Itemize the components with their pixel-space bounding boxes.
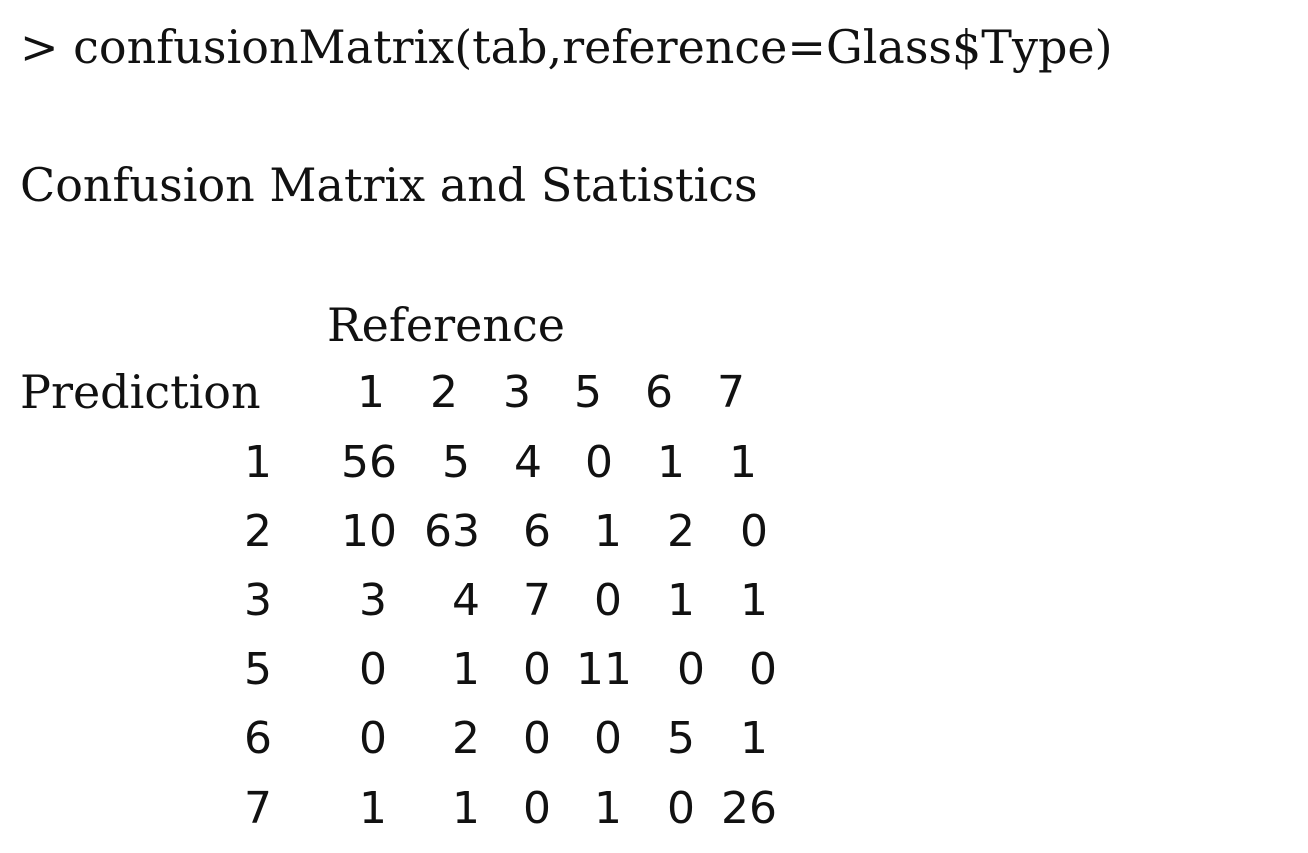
matrix-cell: 3 bbox=[359, 575, 387, 626]
row-header: 1 bbox=[244, 437, 272, 488]
matrix-cell: 1 bbox=[594, 506, 622, 557]
reference-axis-label: Reference bbox=[327, 298, 565, 352]
matrix-cell: 1 bbox=[740, 575, 768, 626]
column-header: 6 bbox=[645, 367, 673, 418]
matrix-cell: 1 bbox=[729, 437, 757, 488]
matrix-cell: 0 bbox=[523, 783, 551, 834]
matrix-cell: 6 bbox=[523, 506, 551, 557]
matrix-cell: 4 bbox=[514, 437, 542, 488]
matrix-cell: 4 bbox=[452, 575, 480, 626]
matrix-cell: 5 bbox=[442, 437, 470, 488]
matrix-cell: 1 bbox=[740, 713, 768, 764]
matrix-cell: 0 bbox=[677, 644, 705, 695]
matrix-cell: 10 bbox=[341, 506, 397, 557]
matrix-cell: 2 bbox=[452, 713, 480, 764]
matrix-cell: 0 bbox=[594, 575, 622, 626]
console-command: > confusionMatrix(tab,reference=Glass$Ty… bbox=[20, 20, 1113, 74]
matrix-cell: 63 bbox=[424, 506, 480, 557]
column-header: 2 bbox=[430, 367, 458, 418]
matrix-cell: 1 bbox=[452, 644, 480, 695]
row-header: 7 bbox=[244, 783, 272, 834]
matrix-cell: 0 bbox=[359, 644, 387, 695]
matrix-cell: 7 bbox=[523, 575, 551, 626]
matrix-cell: 1 bbox=[667, 575, 695, 626]
column-header: 5 bbox=[574, 367, 602, 418]
matrix-cell: 1 bbox=[657, 437, 685, 488]
matrix-cell: 0 bbox=[740, 506, 768, 557]
matrix-cell: 2 bbox=[667, 506, 695, 557]
matrix-cell: 1 bbox=[452, 783, 480, 834]
matrix-cell: 56 bbox=[341, 437, 397, 488]
matrix-cell: 26 bbox=[721, 783, 777, 834]
matrix-cell: 0 bbox=[749, 644, 777, 695]
matrix-cell: 0 bbox=[585, 437, 613, 488]
column-header: 7 bbox=[717, 367, 745, 418]
column-header: 1 bbox=[357, 367, 385, 418]
column-header: 3 bbox=[503, 367, 531, 418]
output-heading: Confusion Matrix and Statistics bbox=[20, 158, 758, 212]
matrix-cell: 0 bbox=[523, 713, 551, 764]
matrix-cell: 11 bbox=[576, 644, 632, 695]
matrix-cell: 0 bbox=[667, 783, 695, 834]
matrix-cell: 5 bbox=[667, 713, 695, 764]
matrix-cell: 0 bbox=[523, 644, 551, 695]
matrix-cell: 0 bbox=[359, 713, 387, 764]
row-header: 5 bbox=[244, 644, 272, 695]
row-header: 6 bbox=[244, 713, 272, 764]
matrix-cell: 1 bbox=[594, 783, 622, 834]
prediction-axis-label: Prediction bbox=[20, 365, 261, 419]
row-header: 2 bbox=[244, 506, 272, 557]
row-header: 3 bbox=[244, 575, 272, 626]
matrix-cell: 1 bbox=[359, 783, 387, 834]
matrix-cell: 0 bbox=[594, 713, 622, 764]
